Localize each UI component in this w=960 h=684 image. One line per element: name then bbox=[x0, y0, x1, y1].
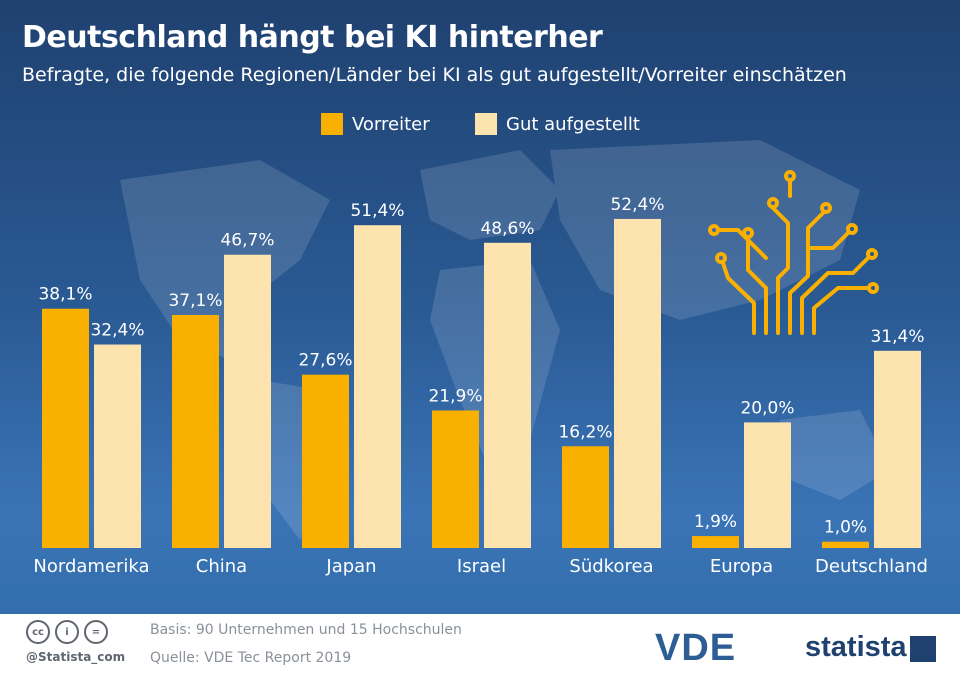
bar-gut-aufgestellt-deutschland bbox=[874, 350, 921, 548]
vde-logo[interactable]: VDE bbox=[655, 627, 737, 669]
basis-note: Basis: 90 Unternehmen und 15 Hochschulen bbox=[150, 622, 462, 638]
statista-logo[interactable]: statista bbox=[805, 631, 907, 663]
legend-label-vorreiter: Vorreiter bbox=[352, 113, 430, 135]
category-label-china: China bbox=[196, 556, 247, 577]
bar-gut-aufgestellt-china bbox=[224, 254, 271, 548]
bar-gut-aufgestellt-nordamerika bbox=[94, 344, 141, 548]
category-label-israel: Israel bbox=[457, 556, 506, 577]
data-label-gut-aufgestellt-nordamerika: 32,4% bbox=[90, 321, 144, 341]
bar-vorreiter-israel bbox=[432, 410, 479, 548]
category-label-deutschland: Deutschland bbox=[815, 556, 928, 577]
data-label-gut-aufgestellt-deutschland: 31,4% bbox=[870, 327, 924, 347]
data-label-gut-aufgestellt-china: 46,7% bbox=[220, 231, 274, 251]
bar-vorreiter-europa bbox=[692, 536, 739, 548]
bar-vorreiter-suedkorea bbox=[562, 446, 609, 548]
source-note: Quelle: VDE Tec Report 2019 bbox=[150, 650, 352, 666]
bar-gut-aufgestellt-japan bbox=[354, 225, 401, 548]
statista-handle: @Statista_com bbox=[26, 650, 126, 664]
category-label-europa: Europa bbox=[710, 556, 773, 577]
data-label-vorreiter-japan: 27,6% bbox=[298, 351, 352, 371]
cc-icon: cc bbox=[26, 620, 50, 644]
bar-gut-aufgestellt-suedkorea bbox=[614, 218, 661, 549]
data-label-gut-aufgestellt-europa: 20,0% bbox=[740, 398, 794, 418]
bar-gut-aufgestellt-europa bbox=[744, 422, 791, 548]
bar-chart: 38,1% 32,4% Nordamerika 37,1% 46,7% China 27,6… bbox=[33, 195, 928, 577]
footer: cc i = @Statista_com Basis: 90 Unternehm… bbox=[0, 614, 960, 684]
legend-label-gut-aufgestellt: Gut aufgestellt bbox=[506, 113, 640, 135]
data-label-vorreiter-deutschland: 1,0% bbox=[824, 518, 867, 538]
category-label-nordamerika: Nordamerika bbox=[33, 556, 149, 577]
bar-vorreiter-nordamerika bbox=[42, 308, 89, 548]
no-derivatives-icon: = bbox=[84, 620, 108, 644]
data-label-vorreiter-suedkorea: 16,2% bbox=[558, 422, 612, 442]
chart-subtitle: Befragte, die folgende Regionen/Länder b… bbox=[22, 64, 847, 86]
data-label-gut-aufgestellt-suedkorea: 52,4% bbox=[610, 195, 664, 215]
bar-gut-aufgestellt-israel bbox=[484, 242, 531, 549]
circuit-tree-icon bbox=[708, 170, 879, 335]
statista-logo-icon bbox=[910, 636, 936, 662]
attribution-icon: i bbox=[55, 620, 79, 644]
bar-vorreiter-deutschland bbox=[822, 541, 869, 548]
license-icons: cc i = bbox=[26, 620, 108, 644]
data-label-vorreiter-nordamerika: 38,1% bbox=[38, 285, 92, 305]
data-label-vorreiter-europa: 1,9% bbox=[694, 512, 737, 532]
data-label-vorreiter-israel: 21,9% bbox=[428, 386, 482, 406]
data-label-gut-aufgestellt-japan: 51,4% bbox=[350, 201, 404, 221]
bar-vorreiter-japan bbox=[302, 374, 349, 548]
data-label-gut-aufgestellt-israel: 48,6% bbox=[480, 219, 534, 239]
bar-vorreiter-china bbox=[172, 315, 219, 548]
data-label-vorreiter-china: 37,1% bbox=[168, 291, 222, 311]
legend-item-vorreiter: Vorreiter bbox=[321, 113, 430, 135]
legend-swatch-vorreiter bbox=[321, 113, 343, 135]
category-label-suedkorea: Südkorea bbox=[569, 556, 653, 577]
chart-title: Deutschland hängt bei KI hinterher bbox=[22, 20, 603, 55]
legend-swatch-gut-aufgestellt bbox=[475, 113, 497, 135]
legend-item-gut-aufgestellt: Gut aufgestellt bbox=[475, 113, 640, 135]
category-label-japan: Japan bbox=[325, 556, 376, 577]
